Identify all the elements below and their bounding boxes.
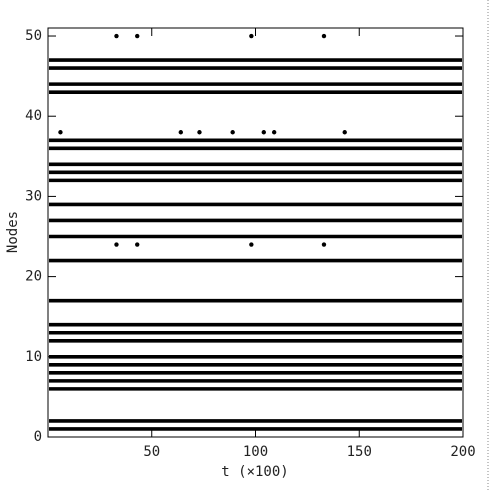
spike — [197, 130, 202, 135]
x-tick-label: 200 — [450, 444, 475, 460]
spike — [261, 130, 266, 135]
spike — [114, 33, 119, 39]
spike — [58, 130, 63, 135]
plot-frame — [47, 27, 464, 438]
x-tick-label: 100 — [243, 444, 268, 460]
spike — [249, 33, 254, 39]
x-axis-label: t (×100) — [221, 464, 288, 480]
y-axis-label: Nodes — [5, 211, 21, 253]
spike — [342, 130, 347, 135]
spike — [230, 130, 235, 135]
y-tick-label: 50 — [25, 28, 42, 44]
spike — [178, 130, 183, 135]
spike — [114, 242, 119, 247]
x-tick-label: 50 — [143, 444, 160, 460]
spike — [135, 242, 140, 247]
spike — [135, 33, 140, 39]
x-tick-label: 150 — [347, 444, 372, 460]
spike — [249, 242, 254, 247]
y-tick-label: 30 — [25, 188, 42, 204]
y-tick-label: 40 — [25, 108, 42, 124]
spike — [271, 130, 277, 135]
y-tick-label: 20 — [25, 269, 42, 285]
y-tick-label: 0 — [34, 429, 42, 445]
y-tick-label: 10 — [25, 349, 42, 365]
spike — [321, 242, 327, 247]
spike — [321, 33, 327, 39]
